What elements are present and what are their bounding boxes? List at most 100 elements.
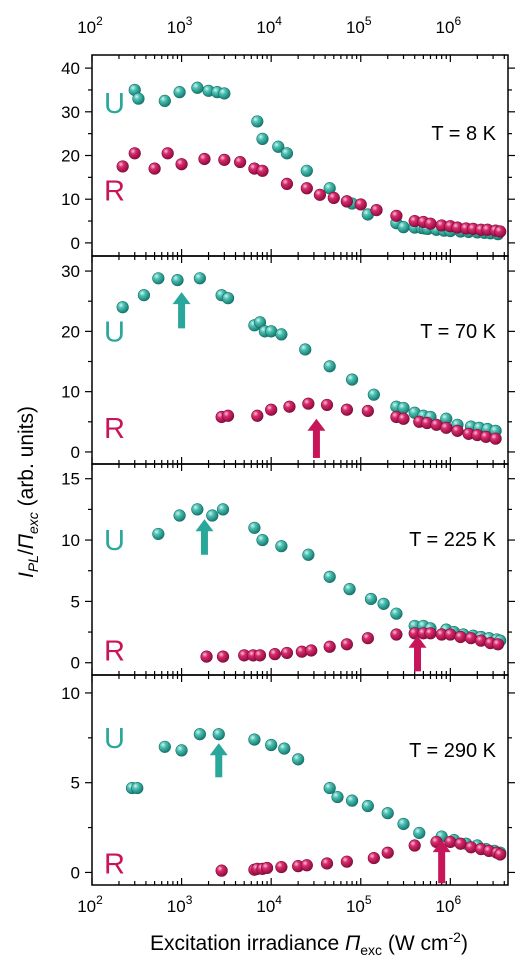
series-label-R: R	[104, 635, 125, 667]
data-point-U	[216, 503, 230, 516]
data-point-R	[300, 859, 313, 872]
data-point-R	[489, 432, 502, 445]
y-tick-label: 10	[61, 383, 80, 402]
data-point-U	[323, 781, 336, 795]
data-point-R	[340, 195, 353, 208]
top-x-tick-labels: 102 103 104 105 106	[77, 14, 461, 37]
data-point-R	[302, 397, 315, 410]
y-tick-label: 5	[71, 774, 80, 793]
data-point-U	[137, 289, 151, 302]
data-point-R	[215, 864, 228, 877]
data-point-R	[305, 644, 318, 657]
panel-4: 0 5 10 U R T = 290 K	[61, 674, 515, 886]
data-point-U	[152, 272, 165, 285]
series-R	[215, 835, 507, 877]
y-tick-label: 20	[61, 322, 80, 341]
y-tick-label: 0	[71, 234, 80, 253]
series-label-U: U	[104, 525, 125, 557]
data-point-U	[212, 728, 225, 741]
data-point-U	[132, 92, 145, 105]
x-tick-label: 103	[167, 14, 193, 37]
data-point-U	[275, 540, 288, 553]
data-point-U	[364, 592, 378, 606]
data-point-U	[299, 343, 312, 356]
x-tick-label: 103	[167, 893, 193, 916]
data-point-U	[173, 509, 186, 522]
data-point-R	[234, 155, 247, 169]
temperature-annotation: T = 70 K	[420, 321, 496, 343]
data-point-U	[397, 817, 410, 831]
data-point-U	[131, 781, 144, 795]
x-tick-label: 105	[346, 14, 372, 37]
data-point-U	[175, 744, 188, 757]
data-point-U	[280, 147, 294, 160]
data-point-U	[343, 583, 356, 596]
x-tick-label: 102	[77, 893, 103, 916]
data-point-R	[260, 861, 274, 875]
data-point-R	[494, 225, 507, 238]
data-point-R	[256, 164, 269, 177]
data-point-R	[128, 147, 141, 160]
y-tick-label: 40	[61, 59, 80, 78]
arrow-R	[408, 635, 427, 672]
panel-2: 0 10 20 30 U R T = 70 K	[61, 255, 515, 465]
bottom-x-tick-labels: 102 103 104 105 106	[77, 893, 461, 916]
data-point-R	[340, 855, 353, 868]
data-point-U	[221, 292, 235, 305]
data-point-U	[323, 570, 336, 583]
y-tick-label: 20	[61, 147, 80, 166]
panels: 0 10 20 30 40 U R T = 8 K 0 10 20 30 U R T = 70 K 0 5 10 1…	[61, 54, 515, 886]
data-point-R	[148, 162, 161, 175]
series-label-R: R	[104, 175, 125, 207]
data-point-U	[300, 164, 313, 177]
data-point-U	[292, 753, 305, 766]
data-point-U	[191, 81, 204, 94]
data-point-U	[302, 548, 315, 561]
data-point-R	[327, 191, 340, 204]
data-point-U	[193, 272, 206, 285]
data-point-R	[300, 182, 313, 195]
data-point-U	[256, 533, 269, 547]
series-U	[116, 272, 502, 437]
data-point-R	[198, 152, 211, 166]
data-point-U	[361, 799, 374, 813]
data-point-U	[218, 87, 231, 100]
data-point-U	[390, 607, 403, 620]
data-point-R	[283, 400, 296, 413]
data-point-R	[175, 158, 188, 171]
data-point-R	[161, 147, 174, 160]
data-point-R	[451, 424, 464, 437]
data-point-U	[272, 140, 285, 153]
panel-frame	[91, 674, 509, 886]
data-point-R	[370, 204, 383, 217]
x-tick-label: 106	[436, 893, 462, 916]
data-point-R	[323, 640, 336, 653]
data-point-U	[193, 728, 206, 741]
x-tick-label: 104	[256, 893, 282, 916]
panel-1: 0 10 20 30 40 U R T = 8 K	[61, 54, 515, 257]
data-point-R	[280, 646, 294, 660]
temperature-annotation: T = 290 K	[409, 740, 497, 762]
data-point-R	[390, 628, 403, 641]
series-label-R: R	[104, 413, 125, 445]
data-point-R	[361, 632, 374, 645]
data-point-U	[256, 132, 269, 145]
series-R	[215, 397, 502, 445]
arrow-U	[195, 519, 214, 555]
data-point-R	[313, 188, 327, 201]
data-point-U	[158, 94, 171, 107]
x-tick-label: 102	[77, 14, 103, 37]
data-point-U	[345, 373, 359, 386]
data-point-R	[464, 632, 478, 645]
panel-frame	[91, 463, 509, 676]
data-point-R	[494, 848, 507, 861]
data-point-R	[268, 648, 281, 661]
data-point-R	[440, 421, 453, 434]
data-point-U	[275, 328, 288, 341]
panel-3: 0 5 10 15 U R T = 225 K	[61, 463, 515, 676]
data-point-R	[444, 628, 457, 641]
x-tick-label: 105	[346, 893, 372, 916]
data-point-R	[265, 403, 278, 416]
y-tick-label: 15	[61, 470, 80, 489]
y-tick-label: 10	[61, 684, 80, 703]
